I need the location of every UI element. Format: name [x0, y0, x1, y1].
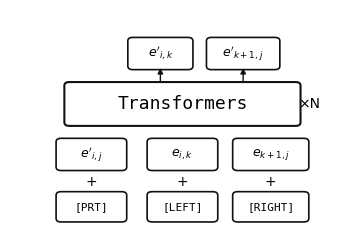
Text: $e'_{i,j}$: $e'_{i,j}$	[80, 145, 103, 164]
FancyBboxPatch shape	[147, 192, 218, 222]
Text: +: +	[85, 175, 97, 188]
FancyBboxPatch shape	[64, 82, 300, 126]
FancyBboxPatch shape	[56, 138, 127, 171]
Text: $e_{k+1,j}$: $e_{k+1,j}$	[252, 147, 290, 162]
FancyBboxPatch shape	[233, 138, 309, 171]
Text: $e_{i,k}$: $e_{i,k}$	[172, 147, 193, 162]
Text: $e'_{i,k}$: $e'_{i,k}$	[148, 45, 173, 62]
Text: [PRT]: [PRT]	[74, 202, 108, 212]
Text: ×N: ×N	[298, 97, 320, 111]
Text: [LEFT]: [LEFT]	[162, 202, 203, 212]
FancyBboxPatch shape	[233, 192, 309, 222]
FancyBboxPatch shape	[128, 37, 193, 70]
Text: +: +	[177, 175, 188, 188]
FancyBboxPatch shape	[206, 37, 280, 70]
Text: [RIGHT]: [RIGHT]	[247, 202, 294, 212]
Text: Transformers: Transformers	[117, 95, 248, 113]
FancyBboxPatch shape	[147, 138, 218, 171]
Text: +: +	[265, 175, 277, 188]
FancyBboxPatch shape	[56, 192, 127, 222]
Text: $e'_{k+1,j}$: $e'_{k+1,j}$	[222, 44, 264, 63]
